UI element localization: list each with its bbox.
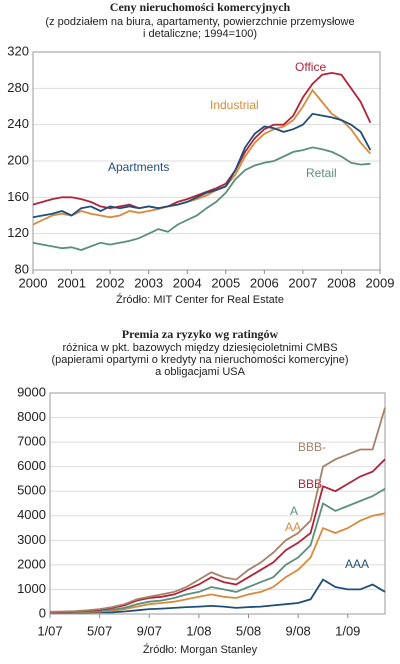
- y-tick-label: 2000: [17, 556, 46, 571]
- series-label: BBB-: [298, 440, 326, 454]
- source: Źródło: MIT Center for Real Estate: [116, 293, 284, 306]
- chart-subtitle: różnica w pkt. bazowych między dziesięci…: [62, 342, 337, 354]
- series-line: [50, 578, 386, 614]
- series-label: Industrial: [210, 98, 259, 112]
- y-tick-label: 0: [39, 605, 46, 620]
- series-label: Apartments: [108, 160, 169, 174]
- series-line: [32, 71, 372, 210]
- series-line: [50, 488, 386, 614]
- y-tick-label: 6000: [17, 458, 46, 473]
- series-label: Office: [295, 60, 326, 74]
- plot-frame: [49, 392, 386, 615]
- x-tick-label: 2005: [211, 275, 240, 290]
- x-tick-label: 2008: [327, 275, 356, 290]
- x-tick-label: 9/08: [285, 623, 310, 638]
- y-tick-label: 160: [7, 189, 29, 204]
- y-tick-label: 1000: [17, 581, 46, 596]
- y-tick-label: 9000: [17, 384, 46, 399]
- x-tick-label: 2006: [250, 275, 279, 290]
- chart-subtitle: i detaliczne; 1994=100): [143, 28, 257, 40]
- y-tick-label: 120: [7, 225, 29, 240]
- series-label: Retail: [306, 166, 337, 180]
- x-tick-label: 2000: [19, 275, 48, 290]
- y-tick-label: 240: [7, 116, 29, 131]
- y-tick-label: 80: [15, 261, 29, 276]
- y-tick-label: 4000: [17, 507, 46, 522]
- series-line: [32, 88, 372, 226]
- chart-title: Ceny nieruchomości komercyjnych: [110, 0, 291, 14]
- series-line: [49, 407, 386, 613]
- x-tick-label: 1/07: [37, 623, 62, 638]
- series-label: AA: [285, 520, 301, 534]
- chart-subtitle: (z podziałem na biura, apartamenty, powi…: [45, 16, 354, 28]
- y-tick-label: 200: [7, 152, 29, 167]
- x-tick-label: 9/07: [137, 623, 162, 638]
- y-tick-label: 3000: [17, 532, 46, 547]
- x-tick-label: 5/08: [236, 623, 261, 638]
- series-label: BBB: [298, 477, 322, 491]
- x-tick-label: 1/08: [186, 623, 211, 638]
- series-line: [50, 512, 386, 614]
- source: Źródło: Morgan Stanley: [143, 643, 258, 656]
- chart-subtitle: a obligacjami USA: [155, 366, 246, 378]
- x-tick-label: 2004: [173, 275, 202, 290]
- x-tick-label: 2003: [134, 275, 163, 290]
- y-tick-label: 5000: [17, 483, 46, 498]
- y-tick-label: 7000: [17, 434, 46, 449]
- chart-title: Premia za ryzyko wg ratingów: [122, 327, 279, 341]
- x-tick-label: 2007: [288, 275, 317, 290]
- plot-frame: [32, 51, 381, 271]
- x-tick-label: 2001: [57, 275, 86, 290]
- series-label: AAA: [345, 557, 369, 571]
- y-tick-label: 280: [7, 80, 29, 95]
- x-tick-label: 2002: [96, 275, 125, 290]
- x-tick-label: 5/07: [87, 623, 112, 638]
- chart-subtitle: (papierami opartymi o kredyty na nieruch…: [51, 354, 348, 366]
- y-tick-label: 8000: [17, 409, 46, 424]
- series-line: [32, 146, 371, 251]
- series-label: A: [290, 504, 298, 518]
- x-tick-label: 1/09: [335, 623, 360, 638]
- y-tick-label: 320: [7, 43, 29, 58]
- x-tick-label: 2009: [366, 275, 395, 290]
- series-line: [32, 112, 372, 219]
